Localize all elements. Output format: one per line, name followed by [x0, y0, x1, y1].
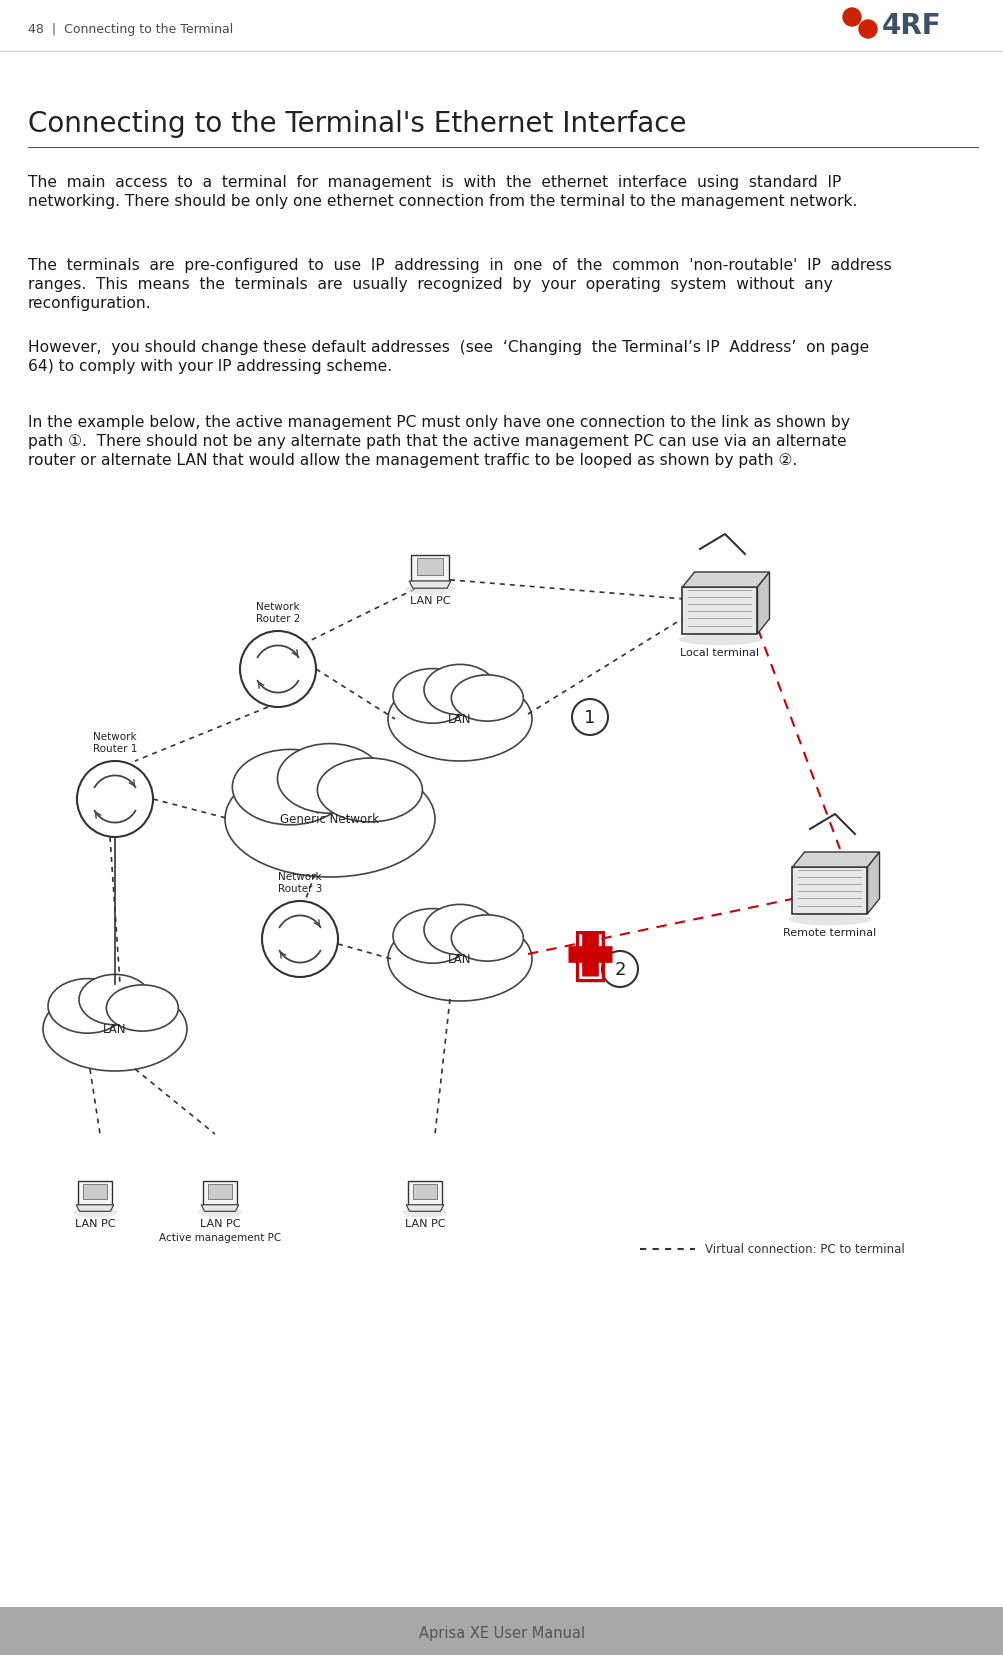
Circle shape	[843, 8, 861, 26]
Ellipse shape	[387, 677, 532, 761]
Polygon shape	[76, 1205, 113, 1211]
Ellipse shape	[277, 745, 382, 814]
Polygon shape	[682, 573, 768, 588]
Polygon shape	[201, 1205, 239, 1211]
Ellipse shape	[451, 675, 523, 722]
Text: 64) to comply with your IP addressing scheme.: 64) to comply with your IP addressing sc…	[28, 359, 392, 374]
Text: Network
Router 1: Network Router 1	[92, 732, 137, 753]
Ellipse shape	[72, 1206, 117, 1218]
Ellipse shape	[392, 909, 471, 963]
Text: LAN PC: LAN PC	[200, 1218, 240, 1228]
Ellipse shape	[79, 975, 150, 1024]
Ellipse shape	[402, 1206, 446, 1218]
Ellipse shape	[387, 917, 532, 1001]
Ellipse shape	[423, 665, 495, 715]
Circle shape	[859, 22, 877, 40]
Ellipse shape	[48, 980, 127, 1034]
Text: reconfiguration.: reconfiguration.	[28, 296, 151, 311]
Circle shape	[602, 952, 637, 988]
Text: Generic Network: Generic Network	[280, 813, 379, 826]
Ellipse shape	[423, 905, 495, 955]
Polygon shape	[756, 573, 768, 634]
Ellipse shape	[198, 1206, 242, 1218]
Text: Local terminal: Local terminal	[680, 649, 759, 659]
Polygon shape	[410, 556, 448, 581]
Text: Virtual connection: PC to terminal: Virtual connection: PC to terminal	[704, 1243, 904, 1256]
Polygon shape	[408, 581, 450, 589]
Polygon shape	[412, 1185, 436, 1200]
Ellipse shape	[678, 634, 760, 645]
Text: 2: 2	[614, 960, 625, 978]
Text: 1: 1	[584, 708, 595, 727]
Text: ranges.  This  means  the  terminals  are  usually  recognized  by  your  operat: ranges. This means the terminals are usu…	[28, 276, 831, 291]
Text: Remote terminal: Remote terminal	[782, 928, 876, 938]
Text: networking. There should be only one ethernet connection from the terminal to th: networking. There should be only one eth…	[28, 194, 857, 209]
Circle shape	[572, 700, 608, 735]
Text: Active management PC: Active management PC	[158, 1231, 281, 1241]
Circle shape	[240, 632, 316, 708]
Polygon shape	[78, 1182, 112, 1205]
Ellipse shape	[225, 761, 434, 877]
Polygon shape	[867, 852, 879, 914]
Ellipse shape	[106, 985, 179, 1031]
Text: router or alternate LAN that would allow the management traffic to be looped as : router or alternate LAN that would allow…	[28, 453, 796, 468]
Ellipse shape	[392, 669, 471, 723]
Text: LAN: LAN	[103, 1023, 126, 1036]
Polygon shape	[407, 1182, 441, 1205]
Text: 4RF: 4RF	[881, 12, 941, 40]
Polygon shape	[416, 559, 443, 576]
Text: LAN: LAN	[447, 953, 471, 967]
Circle shape	[77, 761, 152, 837]
Polygon shape	[208, 1185, 232, 1200]
Polygon shape	[203, 1182, 237, 1205]
Polygon shape	[406, 1205, 443, 1211]
Ellipse shape	[232, 750, 347, 826]
Text: Aprisa XE User Manual: Aprisa XE User Manual	[418, 1625, 585, 1640]
Text: Network
Router 2: Network Router 2	[256, 602, 300, 624]
Polygon shape	[791, 852, 879, 867]
Text: In the example below, the active management PC must only have one connection to : In the example below, the active managem…	[28, 415, 850, 430]
Ellipse shape	[405, 584, 454, 596]
Polygon shape	[83, 1185, 107, 1200]
Text: LAN PC: LAN PC	[404, 1218, 444, 1228]
Text: 48  |  Connecting to the Terminal: 48 | Connecting to the Terminal	[28, 23, 233, 36]
FancyBboxPatch shape	[0, 1607, 1003, 1655]
Circle shape	[262, 902, 338, 978]
FancyBboxPatch shape	[682, 588, 756, 634]
Text: LAN PC: LAN PC	[409, 596, 449, 606]
Text: path ①.  There should not be any alternate path that the active management PC ca: path ①. There should not be any alternat…	[28, 434, 846, 449]
Ellipse shape	[788, 914, 871, 925]
Text: The  terminals  are  pre-configured  to  use  IP  addressing  in  one  of  the  : The terminals are pre-configured to use …	[28, 258, 891, 273]
Text: Connecting to the Terminal's Ethernet Interface: Connecting to the Terminal's Ethernet In…	[28, 109, 686, 137]
Text: LAN: LAN	[447, 713, 471, 727]
Text: ❌: ❌	[572, 925, 607, 983]
Text: LAN PC: LAN PC	[74, 1218, 115, 1228]
Ellipse shape	[451, 915, 523, 962]
Text: Network
Router 3: Network Router 3	[278, 872, 322, 894]
Ellipse shape	[317, 758, 422, 823]
Ellipse shape	[43, 988, 187, 1071]
Text: The  main  access  to  a  terminal  for  management  is  with  the  ethernet  in: The main access to a terminal for manage…	[28, 175, 841, 190]
FancyBboxPatch shape	[791, 867, 867, 914]
Text: However,  you should change these default addresses  (see  ‘Changing  the Termin: However, you should change these default…	[28, 339, 869, 354]
